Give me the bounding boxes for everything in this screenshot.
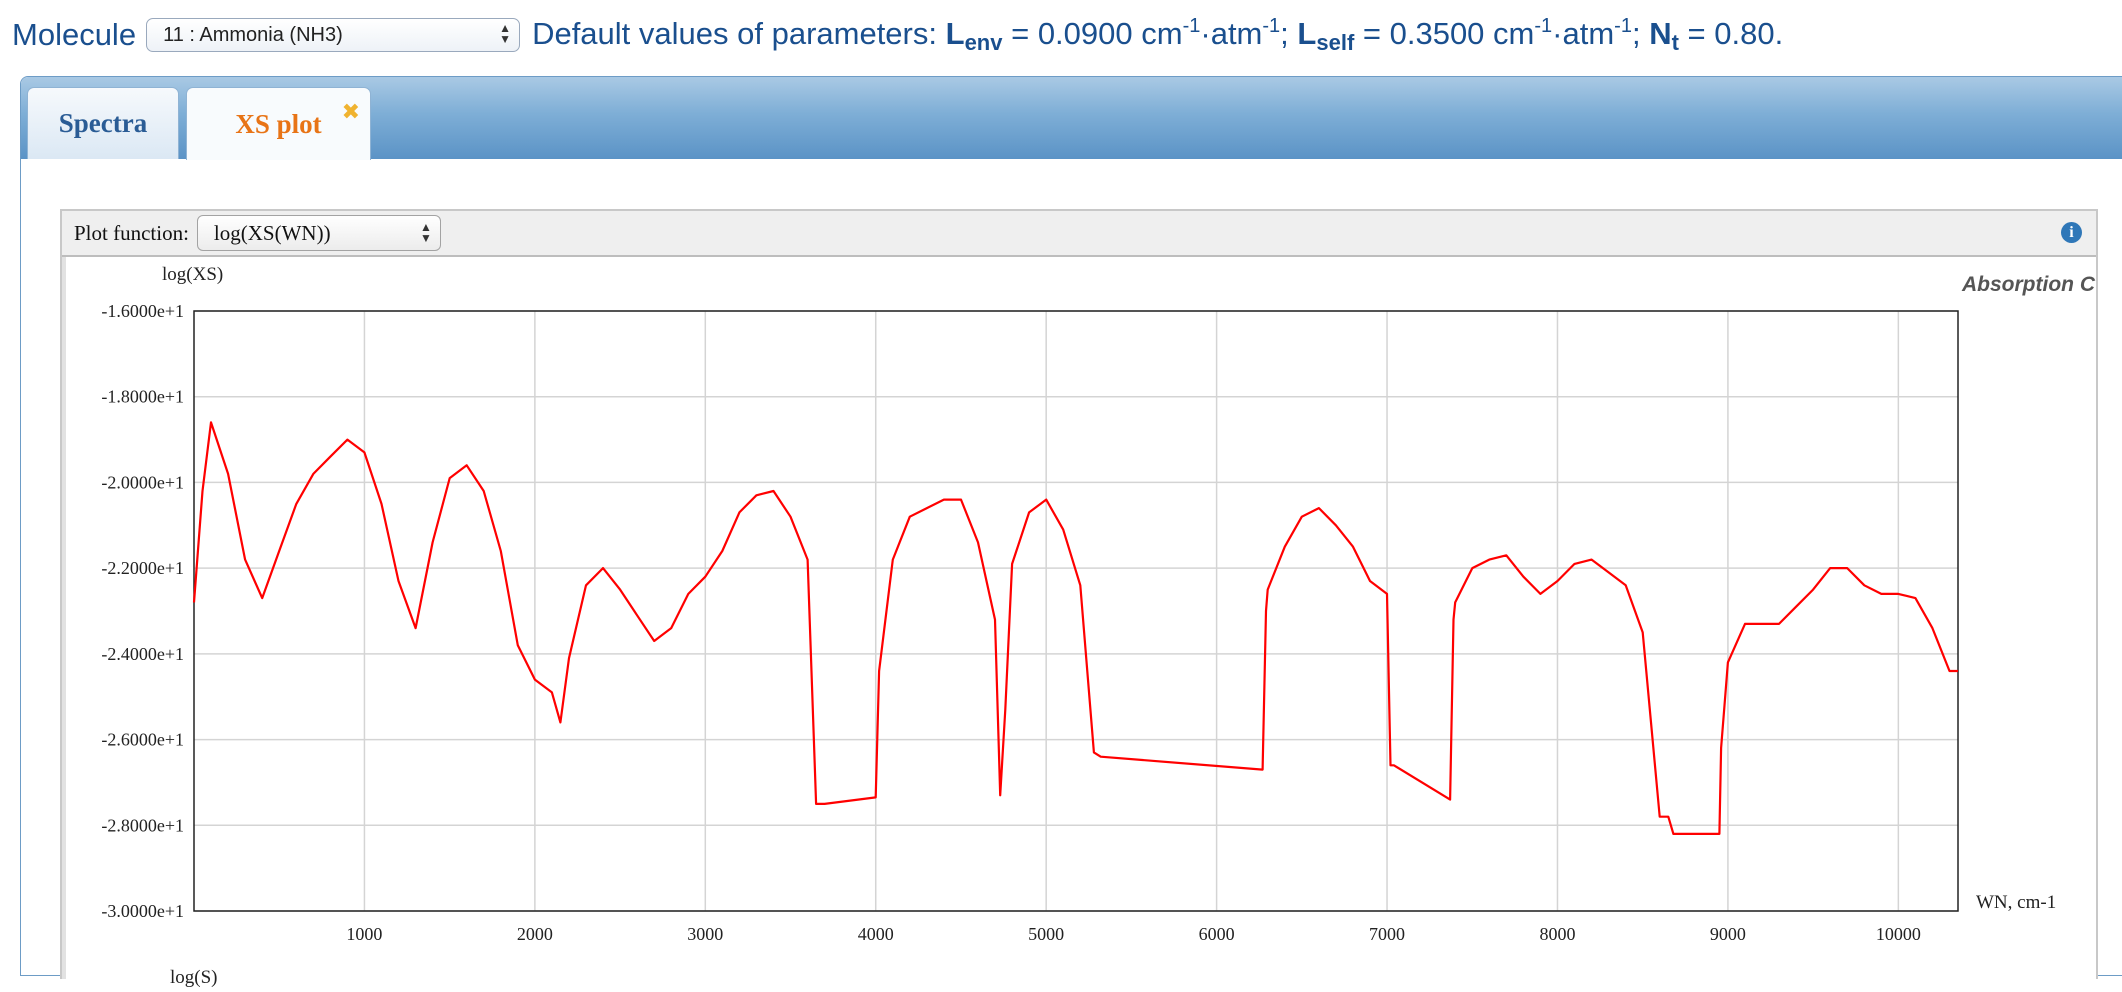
- molecule-label: Molecule: [12, 17, 137, 52]
- tab-spectra-label: Spectra: [58, 108, 148, 138]
- x-tick-label: 7000: [1369, 924, 1405, 944]
- info-icon[interactable]: i: [2061, 222, 2082, 243]
- legend-label: Absorption C: [1961, 273, 2096, 296]
- y-tick-label: -2.0000e+1: [101, 472, 184, 492]
- y-tick-label: -2.4000e+1: [101, 644, 184, 664]
- close-icon[interactable]: ✖: [341, 100, 360, 125]
- plot-toolbar: Plot function: log(XS(WN)) ▲ ▼ i: [62, 211, 2096, 257]
- x-tick-label: 4000: [858, 924, 894, 944]
- plot-function-value: log(XS(WN)): [213, 220, 331, 245]
- series-line: [192, 421, 1958, 836]
- x-tick-label: 5000: [1028, 924, 1064, 944]
- series-group: [192, 421, 1958, 836]
- y-axis: -1.6000e+1 -1.8000e+1 -2.0000e+1 -2.2000e+1…: [101, 301, 184, 921]
- tab-spectra[interactable]: Spectra: [27, 87, 179, 159]
- y-axis-title: log(XS): [162, 264, 223, 285]
- plot-panel: Plot function: log(XS(WN)) ▲ ▼ i -1.6000e…: [60, 209, 2098, 988]
- plot-function-select[interactable]: log(XS(WN)) ▲ ▼: [196, 215, 441, 251]
- x-tick-label: 10000: [1876, 924, 1921, 944]
- x-tick-label: 8000: [1539, 924, 1575, 944]
- x-tick-label: 9000: [1710, 924, 1746, 944]
- y-tick-label: -1.8000e+1: [101, 387, 184, 407]
- select-arrows-icon: ▲ ▼: [420, 220, 432, 245]
- x-tick-label: 2000: [517, 924, 553, 944]
- xs-chart[interactable]: -1.6000e+1 -1.8000e+1 -2.0000e+1 -2.2000e+1…: [66, 257, 2096, 988]
- molecule-select-value: 11 : Ammonia (NH3): [163, 23, 343, 46]
- molecule-select[interactable]: 11 : Ammonia (NH3) ▲ ▼: [146, 18, 521, 52]
- y-tick-label: -2.2000e+1: [101, 558, 184, 578]
- default-parameters: Default values of parameters: Lenv = 0.0…: [532, 14, 1784, 55]
- plot-area[interactable]: -1.6000e+1 -1.8000e+1 -2.0000e+1 -2.2000e+1…: [62, 257, 2096, 988]
- x-tick-label: 3000: [687, 924, 723, 944]
- y-tick-label: -2.6000e+1: [101, 730, 184, 750]
- plot-function-label: Plot function:: [74, 220, 189, 245]
- tabs-header: [21, 77, 2122, 159]
- tab-xs-plot[interactable]: XS plot ✖: [186, 87, 371, 160]
- grid: [194, 310, 1958, 912]
- select-arrows-icon: ▲ ▼: [499, 21, 512, 46]
- parameter-bar: Molecule 11 : Ammonia (NH3) ▲ ▼ Default v…: [12, 12, 1783, 58]
- tab-xs-plot-label: XS plot: [235, 108, 322, 139]
- x-tick-label: 6000: [1199, 924, 1235, 944]
- bottom-axis-title: log(S): [170, 967, 218, 987]
- y-tick-label: -3.0000e+1: [101, 901, 184, 921]
- x-axis: 1000 2000 3000 4000 5000 6000 7000 8000 9000 1000…: [346, 924, 1920, 944]
- y-tick-label: -2.8000e+1: [101, 815, 184, 835]
- plot-frame: [193, 310, 1959, 912]
- x-axis-title: WN, cm-1: [1976, 892, 2056, 913]
- y-tick-label: -1.6000e+1: [101, 301, 184, 321]
- x-tick-label: 1000: [346, 924, 382, 944]
